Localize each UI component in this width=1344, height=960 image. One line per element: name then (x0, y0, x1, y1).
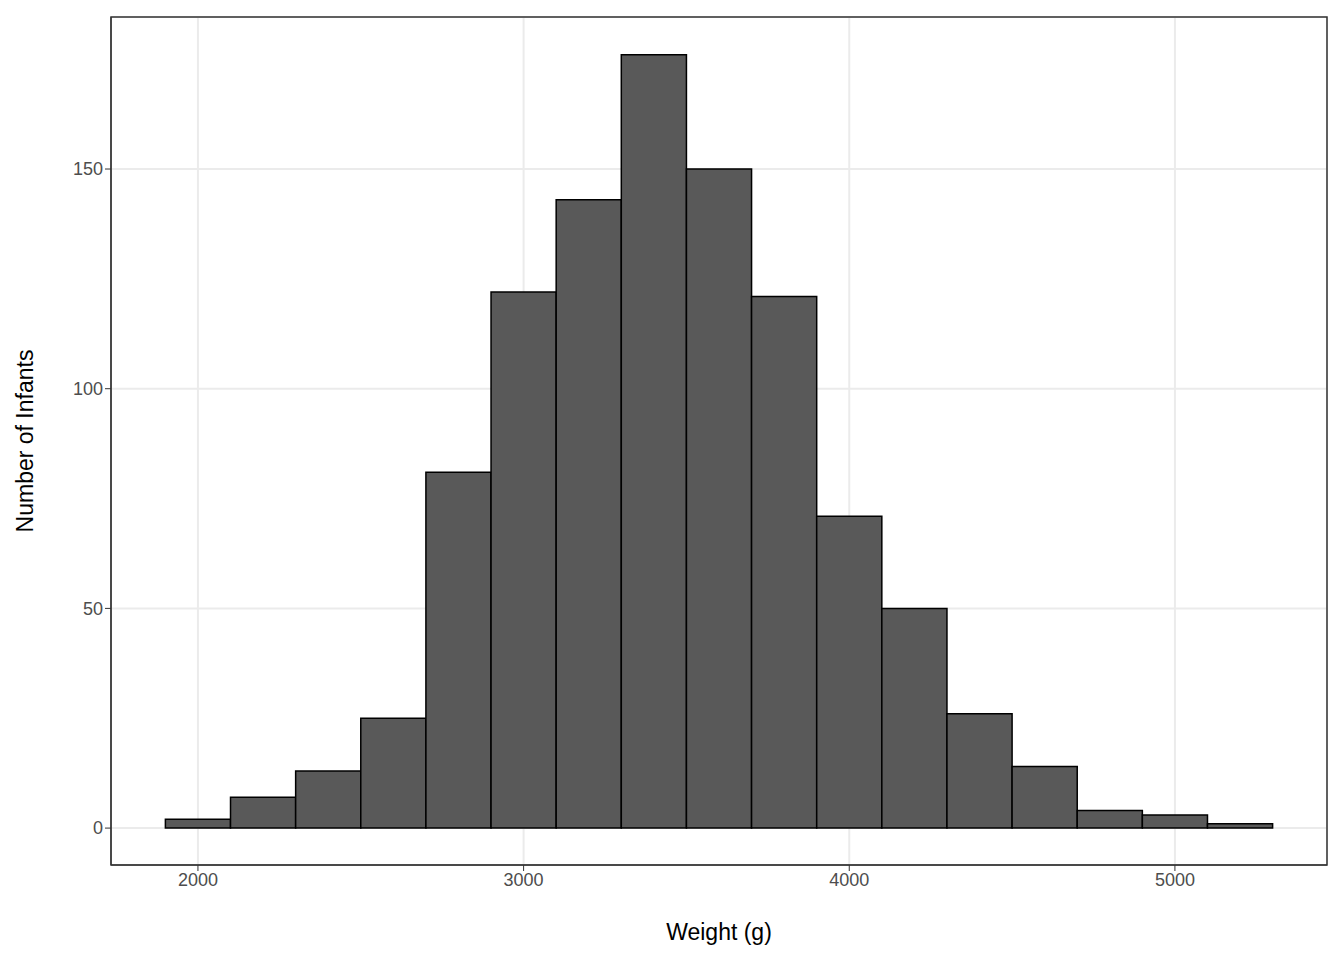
svg-text:Number of Infants: Number of Infants (12, 350, 38, 533)
svg-text:4000: 4000 (829, 870, 869, 890)
svg-text:Weight (g): Weight (g) (666, 919, 772, 945)
svg-text:100: 100 (73, 379, 103, 399)
svg-text:2000: 2000 (178, 870, 218, 890)
svg-text:150: 150 (73, 159, 103, 179)
svg-text:3000: 3000 (504, 870, 544, 890)
svg-text:0: 0 (93, 818, 103, 838)
svg-text:50: 50 (83, 599, 103, 619)
svg-text:5000: 5000 (1155, 870, 1195, 890)
